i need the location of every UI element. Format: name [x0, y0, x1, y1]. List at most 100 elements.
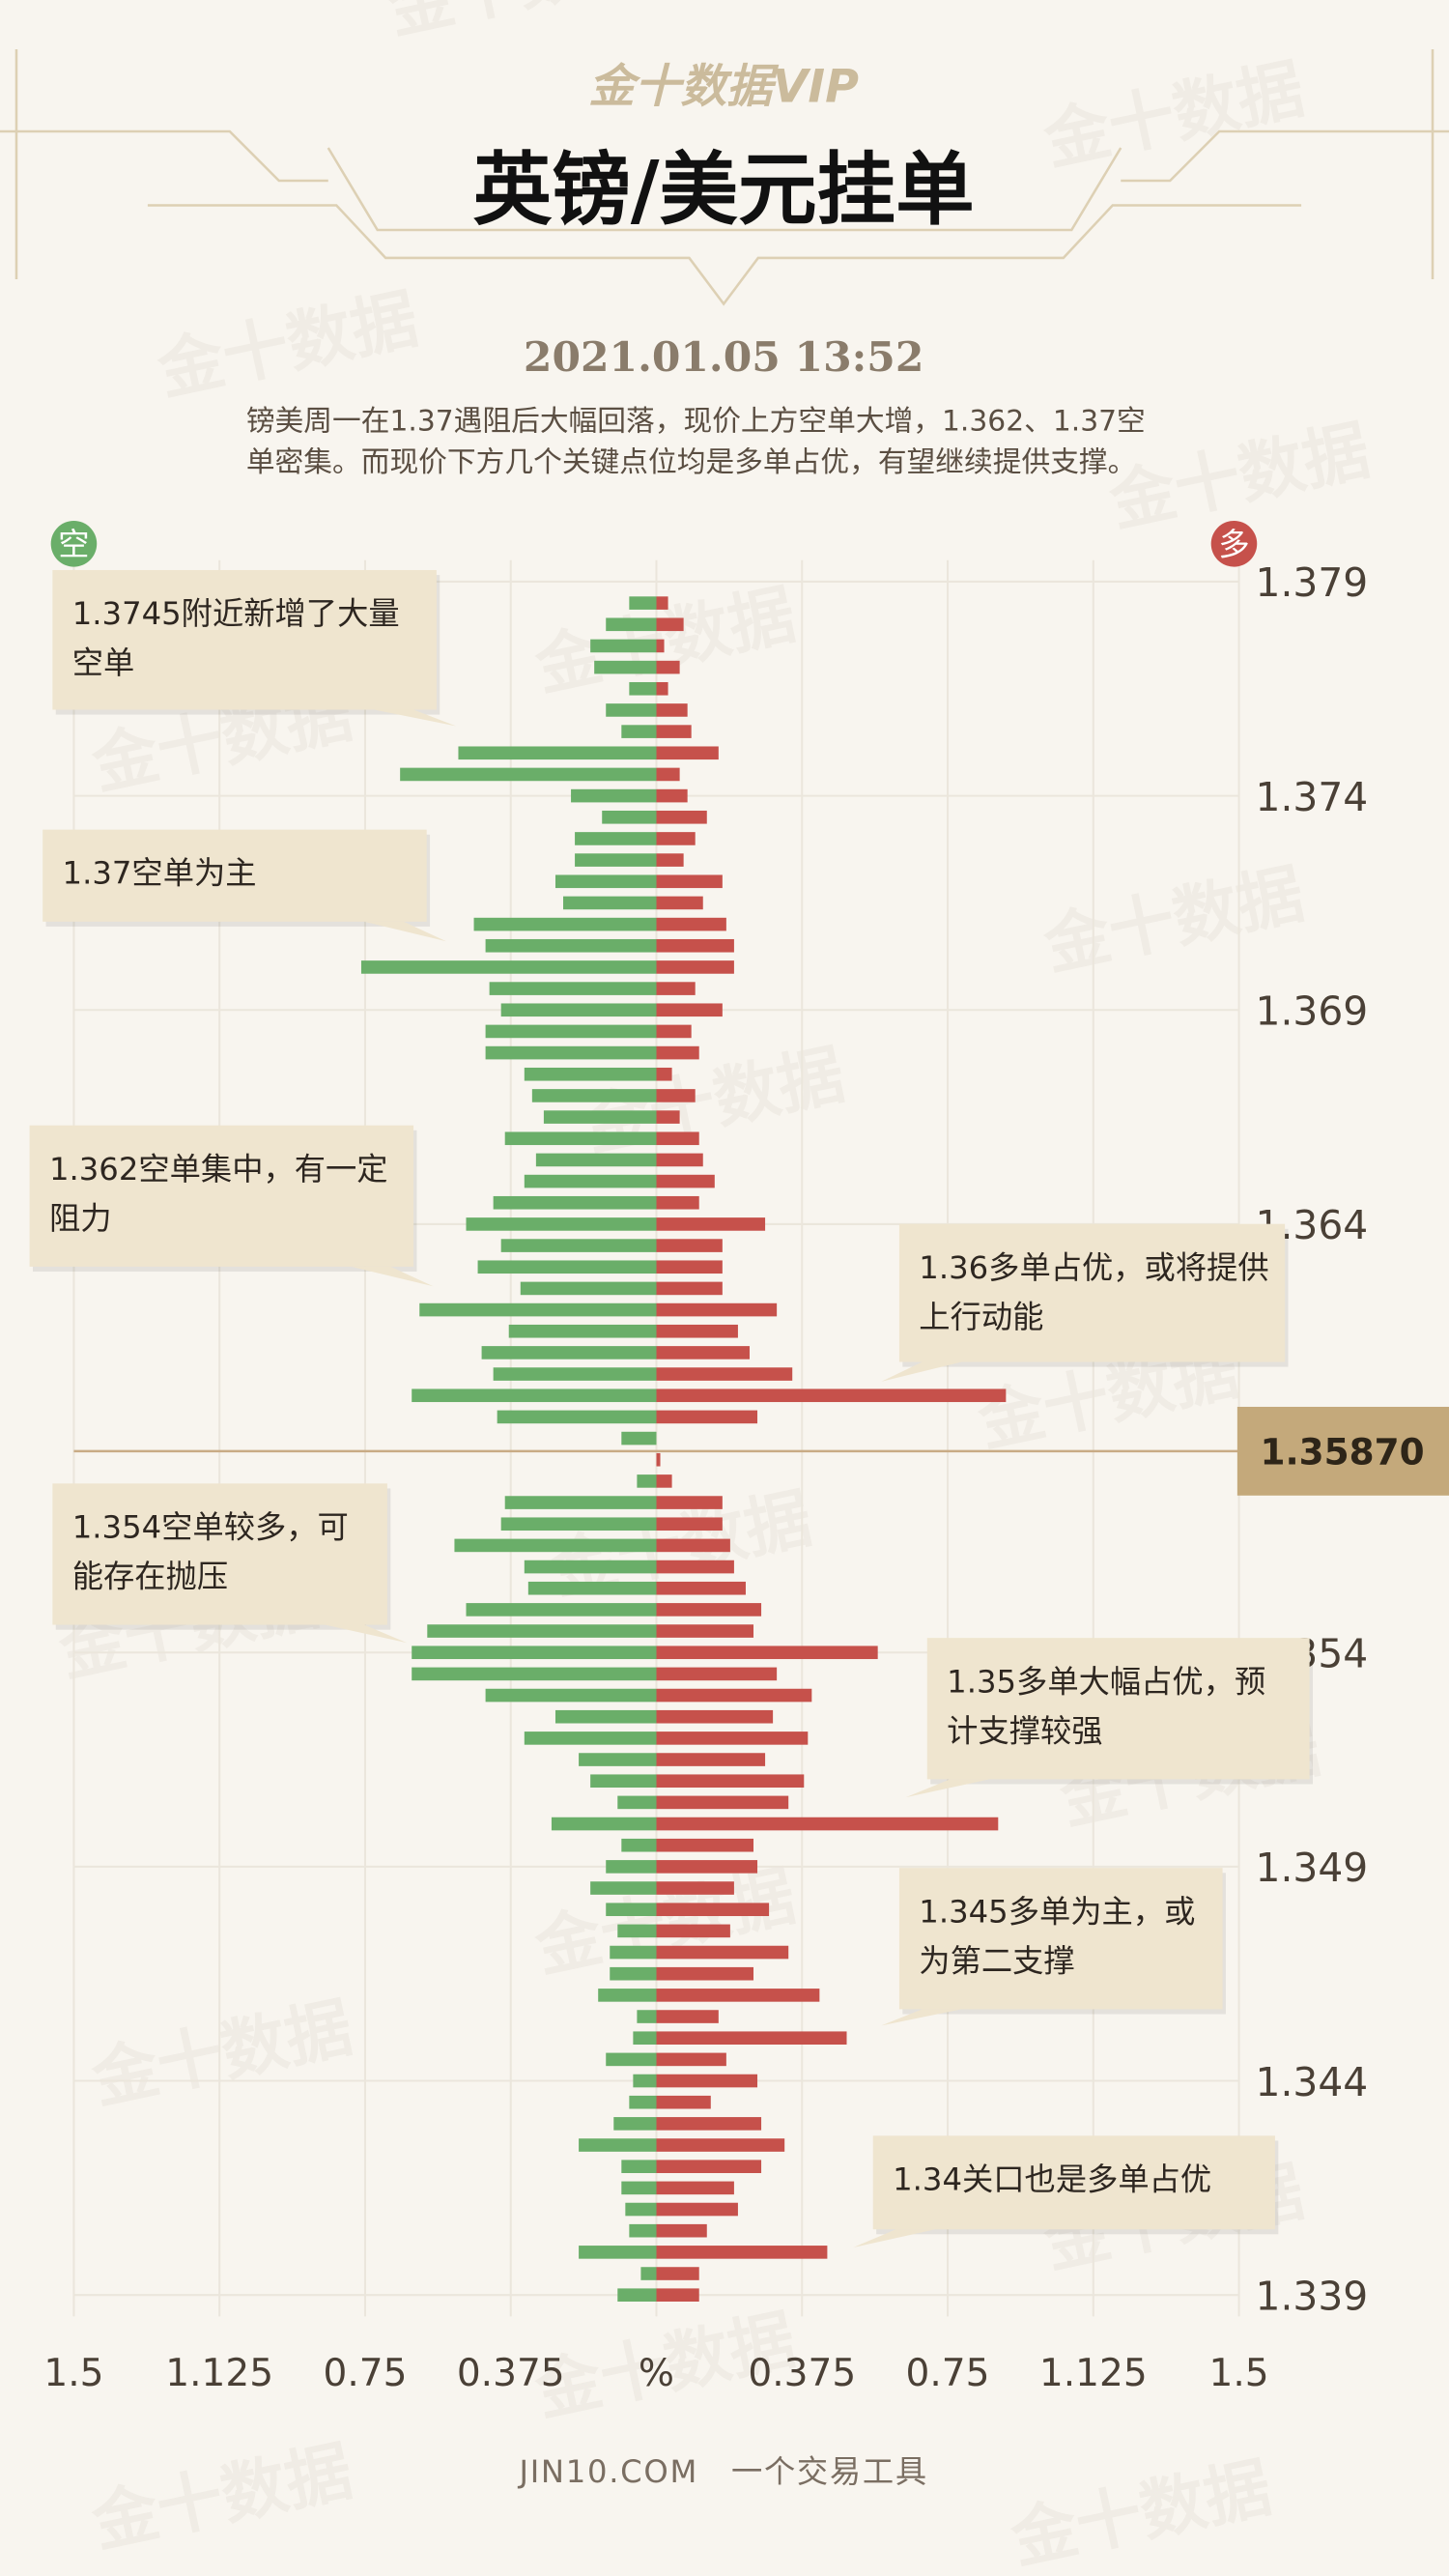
bar: [656, 2223, 707, 2238]
bar: [656, 1924, 730, 1938]
bar: [656, 1474, 672, 1488]
bar: [656, 1774, 805, 1789]
annotation: 1.3745附近新增了大量空单: [52, 569, 457, 727]
bar: [656, 1989, 820, 2002]
bar: [656, 1945, 789, 1960]
bar: [656, 2052, 726, 2067]
bar: [633, 2031, 657, 2046]
bar: [656, 1646, 878, 1660]
x-tick-label: %: [639, 2352, 674, 2395]
bar: [606, 2052, 657, 2067]
bar: [500, 1517, 657, 1531]
bar: [621, 1838, 657, 1852]
bar: [504, 1496, 657, 1509]
annotation-box: [898, 1868, 1223, 2010]
bar: [493, 1367, 657, 1381]
bar: [656, 1903, 770, 1917]
y-tick-label: 1.379: [1256, 559, 1369, 606]
y-tick-label: 1.349: [1256, 1845, 1369, 1891]
x-tick-label: 0.75: [906, 2352, 990, 2395]
bar: [656, 853, 684, 867]
bar: [466, 1217, 657, 1231]
bar: [656, 596, 668, 610]
bar: [606, 617, 657, 632]
bar: [656, 1603, 762, 1617]
ornament-line: [0, 129, 328, 183]
bar: [563, 896, 657, 910]
bar: [629, 2095, 657, 2109]
bar: [656, 810, 707, 824]
bar: [656, 2181, 734, 2195]
bar: [656, 1517, 723, 1531]
x-tick-label: 0.375: [457, 2352, 565, 2395]
annotation-text-box: 1.36多单占优，或将提供上行动能: [919, 1249, 1269, 1336]
bar: [633, 2074, 657, 2088]
bar: [629, 681, 657, 696]
bar: [656, 1067, 672, 1081]
bar: [656, 1217, 766, 1231]
annotation-text-box: 1.37空单为主: [62, 855, 257, 893]
bar: [656, 1089, 696, 1102]
bar: [527, 1581, 657, 1595]
annotation-pointer: [374, 709, 457, 727]
bar: [637, 1474, 657, 1488]
bar: [412, 1388, 657, 1403]
annotation: 1.35多单大幅占优，预计支撑较强: [905, 1638, 1314, 1798]
bar: [656, 1452, 661, 1467]
bar: [579, 2138, 657, 2152]
annotation-text: 1.362空单集中，有一定阻力: [48, 1151, 388, 1238]
bar: [360, 960, 657, 974]
bar: [656, 746, 719, 760]
bar: [656, 1624, 754, 1638]
bar: [575, 853, 657, 867]
annotation-text: 1.36多单占优，或将提供上行动能: [919, 1249, 1269, 1336]
bar: [554, 874, 657, 889]
bar: [656, 1195, 699, 1210]
bar: [656, 1367, 793, 1381]
bar: [617, 1924, 657, 1938]
annotation-text-box: 1.35多单大幅占优，预计支撑较强: [947, 1664, 1265, 1749]
header-ornament: [0, 49, 1449, 306]
bar: [497, 1410, 657, 1424]
bar: [508, 1324, 657, 1338]
footer: JIN10.COM 一个交易工具: [517, 2453, 927, 2490]
y-tick-label: 1.374: [1256, 774, 1369, 820]
annotation: 1.362空单集中，有一定阻力: [29, 1125, 434, 1287]
ornament-line: [1121, 129, 1449, 183]
bar: [656, 1324, 738, 1338]
bar: [656, 2010, 719, 2023]
bar: [579, 1753, 657, 1766]
bar: [466, 1603, 657, 1617]
annotation-text: 1.354空单较多，可能存在抛压: [71, 1509, 349, 1595]
annotation-text: 1.34关口也是多单占优: [893, 2161, 1212, 2198]
bar: [656, 1388, 1007, 1403]
bar: [477, 1260, 657, 1274]
annotation: 1.36多单占优，或将提供上行动能: [881, 1223, 1289, 1382]
bar: [656, 2288, 699, 2302]
x-tick-label: 1.5: [1208, 2352, 1268, 2395]
bar: [656, 788, 688, 803]
bar: [481, 1346, 657, 1360]
bar: [454, 1538, 657, 1553]
annotation-box: [43, 829, 427, 922]
bar: [656, 1732, 809, 1745]
annotation-text: 1.345多单为主，或为第二支撑: [919, 1894, 1196, 1980]
bar: [524, 1732, 657, 1745]
bar: [427, 1624, 657, 1638]
bar: [610, 1966, 657, 1981]
y-tick-label: 1.369: [1256, 988, 1369, 1035]
bar: [629, 596, 657, 610]
chart-title: 英镑/美元挂单: [473, 143, 975, 236]
bar: [500, 1239, 657, 1252]
bar: [656, 1667, 778, 1681]
bar: [500, 1003, 657, 1017]
description: 镑美周一在1.37遇阻后大幅回落，现价上方空单大增，1.362、1.37空单密集…: [245, 405, 1146, 480]
bar: [656, 1560, 734, 1574]
annotation-text: 1.37空单为主: [62, 855, 257, 893]
bar: [656, 1131, 699, 1146]
bar: [485, 938, 657, 953]
bar: [637, 2010, 657, 2023]
bar: [571, 788, 657, 803]
